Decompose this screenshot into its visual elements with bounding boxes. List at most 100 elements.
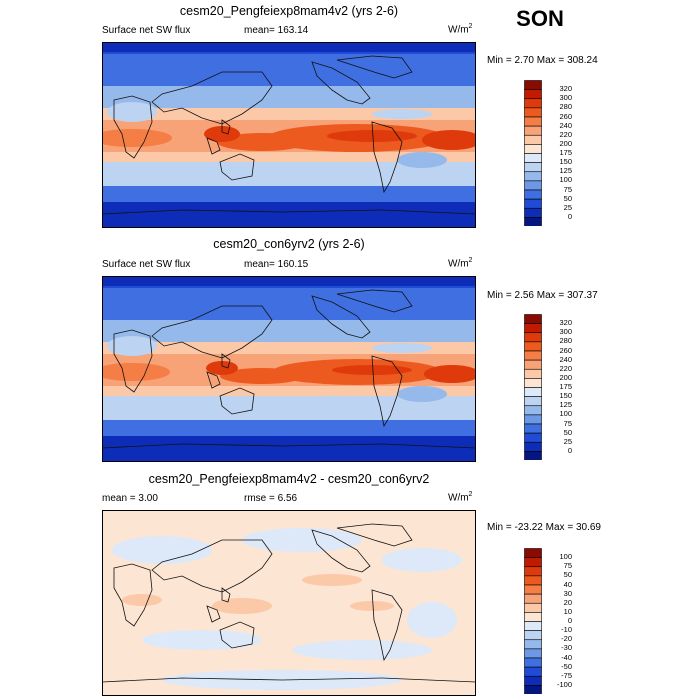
panel-3-units-exp: 2 <box>468 491 473 498</box>
panel-3-mean-label: mean = <box>102 493 136 504</box>
season-label: SON <box>516 6 564 31</box>
panel-3-colorbar-box <box>524 548 542 558</box>
panel-2-units-base: W/m <box>448 258 469 270</box>
panel-1-colorbar-box <box>524 207 542 218</box>
panel-3-colorbar-label: 40 <box>563 579 572 589</box>
panel-1-colorbar-label: 75 <box>563 184 572 194</box>
panel-3-colorbar-label: -40 <box>561 652 572 662</box>
panel-1-colorbar-box <box>524 162 542 173</box>
panel-2-colorbar-box <box>524 451 542 460</box>
panel-3-colorbar-box <box>524 648 542 659</box>
panel-3-colorbar-label: 75 <box>563 561 572 571</box>
panel-3-colorbar-box <box>524 584 542 595</box>
panel-2-colorbar-box <box>524 396 542 407</box>
panel-1-minmax: Min = 2.70 Max = 308.24 <box>487 55 598 66</box>
panel-3-title: cesm20_Pengfeiexp8mam4v2 - cesm20_con6yr… <box>148 472 430 486</box>
panel-3-colorbar-box <box>524 593 542 604</box>
panel-3-mean: mean = 3.00 <box>102 493 158 504</box>
panel-2-colorbar-labels: 320 300 280 260 240 220 200 175 150 125 100 75 50 25 0 <box>542 314 582 460</box>
panel-3-colorbar-box <box>524 666 542 677</box>
panel-1-min-label: Min = <box>487 55 512 66</box>
panel-1-colorbar-label: 320 <box>559 84 572 94</box>
panel-2-colorbar <box>524 314 542 460</box>
panel-3-minmax: Min = -23.22 Max = 30.69 <box>487 522 601 533</box>
panel-3-colorbar-box <box>524 602 542 613</box>
panel-2-colorbar-label: 75 <box>563 418 572 428</box>
panel-3-max-label: Max = <box>545 522 574 533</box>
panel-1-title: cesm20_Pengfeiexp8mam4v2 (yrs 2-6) <box>179 4 399 18</box>
panel-1-colorbar-box <box>524 134 542 145</box>
panel-1-map <box>102 42 476 228</box>
panel-2-units: W/m2 <box>448 257 472 269</box>
panel-3-colorbar-box <box>524 657 542 668</box>
panel-1-units-base: W/m <box>448 24 469 36</box>
panel-1-colorbar-box <box>524 144 542 154</box>
panel-2-min-value: 2.56 <box>514 290 534 301</box>
panel-3-colorbar-box <box>524 675 542 686</box>
panel-3-colorbar-label: 20 <box>563 597 572 607</box>
panel-1-colorbar-box <box>524 107 542 118</box>
panel-2-mean: mean= 160.15 <box>244 259 308 270</box>
panel-2-colorbar-box <box>524 350 542 361</box>
panel-3-colorbar-label: 10 <box>563 606 572 616</box>
panel-1-colorbar-label: 125 <box>559 166 572 176</box>
panel-2-min-label: Min = <box>487 290 512 301</box>
panel-2-colorbar-boxes <box>524 314 542 460</box>
panel-2-colorbar-label: 220 <box>559 363 572 373</box>
panel-2-minmax: Min = 2.56 Max = 307.37 <box>487 290 598 301</box>
panel-1-colorbar-box <box>524 153 542 163</box>
panel-3-colorbar-box <box>524 621 542 631</box>
panel-2-colorbar-box <box>524 441 542 452</box>
panel-2-colorbar-label: 125 <box>559 400 572 410</box>
panel-1-variable-label: Surface net SW flux <box>102 25 191 36</box>
panel-2-mean-value: 160.15 <box>277 259 309 270</box>
panel-2-colorbar-label: 50 <box>563 427 572 437</box>
panel-1-colorbar-box <box>524 89 542 100</box>
panel-2-title: cesm20_con6yrv2 (yrs 2-6) <box>213 237 365 251</box>
panel-1-colorbar-label: 280 <box>559 102 572 112</box>
panel-1-colorbar-boxes <box>524 80 542 226</box>
panel-2-colorbar-label: 200 <box>559 372 572 382</box>
panel-2-colorbar-label: 260 <box>559 345 572 355</box>
panel-1-colorbar-label: 25 <box>563 202 572 212</box>
panel-1-colorbar-label: 50 <box>563 193 572 203</box>
panel-2-colorbar-label: 100 <box>559 409 572 419</box>
panel-2-variable-label: Surface net SW flux <box>102 259 191 270</box>
panel-3-colorbar-label: -75 <box>561 670 572 680</box>
panel-1-colorbar-box <box>524 98 542 109</box>
panel-2-max-label: Max = <box>536 290 565 301</box>
panel-1-max-value: 308.24 <box>567 55 598 66</box>
panel-1-colorbar-label: 0 <box>567 211 572 221</box>
panel-3-rmse-value: 6.56 <box>277 493 298 504</box>
panel-2-colorbar-label: 25 <box>563 436 572 446</box>
panel-2-colorbar-box <box>524 387 542 397</box>
panel-2-map <box>102 276 476 462</box>
panel-2-colorbar-box <box>524 323 542 334</box>
panel-2-colorbar-label: 175 <box>559 382 572 391</box>
panel-3-min-label: Min = <box>487 522 512 533</box>
panel-3-units: W/m2 <box>448 491 472 503</box>
panel-1-colorbar-label: 100 <box>559 175 572 185</box>
panel-1-colorbar-label: 260 <box>559 111 572 121</box>
panel-3-rmse: rmse = 6.56 <box>244 493 297 504</box>
panel-2-colorbar-label: 150 <box>559 391 572 401</box>
panel-3-colorbar-label: -30 <box>561 643 572 653</box>
panel-1-mean-label: mean= <box>244 25 275 36</box>
panel-3-colorbar <box>524 548 542 694</box>
panel-3-colorbar-label: -50 <box>561 661 572 671</box>
panel-1-mean-value: 163.14 <box>277 25 309 36</box>
panel-3-colorbar-box <box>524 612 542 622</box>
panel-1-colorbar-box <box>524 198 542 209</box>
panel-1-colorbar-box <box>524 180 542 191</box>
panel-2-colorbar-box <box>524 314 542 324</box>
panel-1-units: W/m2 <box>448 23 472 35</box>
panel-1-colorbar-box <box>524 80 542 90</box>
panel-2-colorbar-box <box>524 341 542 352</box>
panel-1-colorbar-label: 175 <box>559 148 572 157</box>
panel-2-colorbar-box <box>524 423 542 434</box>
panel-2-colorbar-label: 240 <box>559 354 572 364</box>
panel-2-colorbar-box <box>524 332 542 343</box>
panel-3-colorbar-box <box>524 575 542 586</box>
panel-1-units-exp: 2 <box>468 23 473 30</box>
panel-2-colorbar-label: 0 <box>567 445 572 455</box>
